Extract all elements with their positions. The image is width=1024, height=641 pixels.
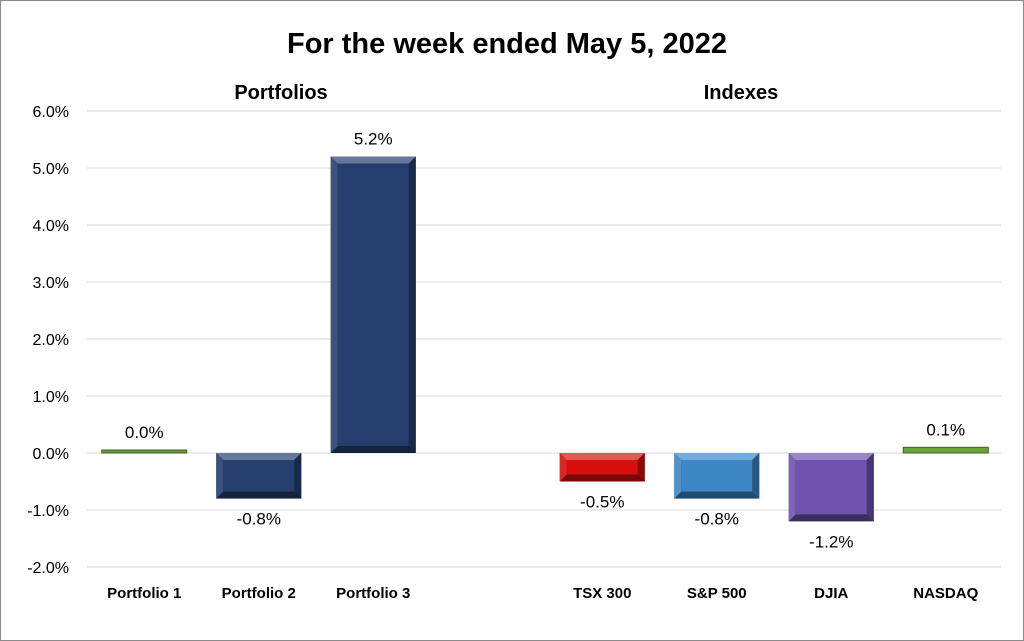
bar-face <box>566 460 638 475</box>
data-label: -0.5% <box>580 493 624 512</box>
y-tick-label: 1.0% <box>33 389 69 406</box>
y-tick-label: 6.0% <box>33 104 69 121</box>
bar-bevel-left <box>788 453 796 522</box>
bar-bevel-left <box>216 453 224 499</box>
bar-face <box>223 460 295 492</box>
bar-face <box>681 460 753 492</box>
data-label: 5.2% <box>354 130 393 149</box>
bar-bevel-top <box>559 453 645 460</box>
data-label: -0.8% <box>237 510 281 529</box>
x-category-label: Portfolio 2 <box>222 585 296 602</box>
bar <box>216 453 302 499</box>
bar-bevel-top <box>216 453 302 460</box>
bar-bevel-top <box>674 453 760 460</box>
x-category-label: NASDAQ <box>913 585 978 602</box>
data-label: -0.8% <box>695 510 739 529</box>
data-label: -1.2% <box>809 532 853 551</box>
bar-bevel-right <box>408 156 416 453</box>
bar-bevel-right <box>294 453 302 499</box>
bar-face <box>902 446 989 454</box>
x-category-label: TSX 300 <box>573 585 631 602</box>
y-tick-label: 5.0% <box>33 161 69 178</box>
data-label: 0.0% <box>125 423 164 442</box>
group-label-portfolios: Portfolios <box>234 82 327 104</box>
y-tick-label: 4.0% <box>33 218 69 235</box>
y-tick-label: 2.0% <box>33 332 69 349</box>
bar-bevel-left <box>330 156 338 453</box>
bar-bevel-top <box>788 453 874 460</box>
bar-bevel-right <box>866 453 874 522</box>
y-tick-label: 3.0% <box>33 275 69 292</box>
y-tick-label: -2.0% <box>27 560 69 577</box>
bar <box>559 453 645 482</box>
bar <box>101 449 188 454</box>
x-category-label: DJIA <box>814 585 848 602</box>
group-label-indexes: Indexes <box>704 82 778 104</box>
bar-bevel-right <box>637 453 645 482</box>
bar-face <box>337 163 409 446</box>
x-category-label: Portfolio 3 <box>336 585 410 602</box>
bar-face <box>795 460 867 515</box>
bar <box>330 156 416 453</box>
bar <box>902 446 989 454</box>
chart-title: For the week ended May 5, 2022 <box>287 28 727 60</box>
bar-bevel-left <box>559 453 567 482</box>
bar-face <box>101 449 188 454</box>
x-category-label: S&P 500 <box>687 585 747 602</box>
y-tick-label: -1.0% <box>27 503 69 520</box>
x-category-label: Portfolio 1 <box>107 585 181 602</box>
y-tick-label: 0.0% <box>33 446 69 463</box>
bar <box>788 453 874 522</box>
bar-bevel-right <box>752 453 760 499</box>
bar <box>674 453 760 499</box>
bar-bevel-left <box>674 453 682 499</box>
bar-bevel-top <box>330 156 416 164</box>
data-label: 0.1% <box>926 420 965 439</box>
